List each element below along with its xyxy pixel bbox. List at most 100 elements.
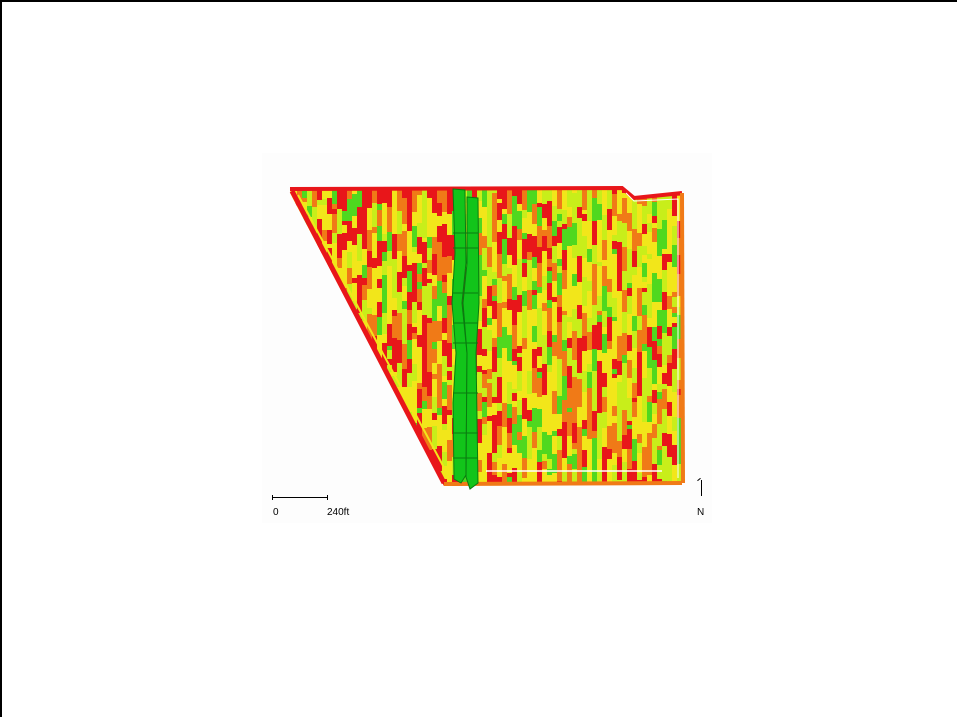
pass-segment [562, 340, 567, 351]
pass-segment [572, 469, 577, 482]
pass-segment [382, 291, 387, 313]
pass-segment [362, 214, 367, 236]
pass-segment [537, 486, 542, 493]
pass-segment [657, 326, 662, 339]
pass-segment [637, 352, 642, 371]
pass-segment [657, 279, 662, 302]
pass-segment [497, 337, 502, 358]
pass-segment [427, 467, 432, 476]
pass-segment [477, 372, 482, 393]
pass-segment [482, 314, 487, 327]
pass-segment [417, 454, 422, 459]
pass-segment [672, 204, 677, 216]
pass-segment [477, 201, 482, 209]
pass-segment [662, 220, 667, 232]
pass-segment [677, 255, 682, 274]
pass-segment [292, 381, 297, 394]
pass-segment [442, 424, 447, 430]
pass-segment [537, 263, 542, 287]
pass-segment [557, 221, 562, 227]
pass-segment [547, 201, 552, 226]
pass-segment [337, 349, 342, 360]
pass-segment [347, 421, 352, 428]
pass-segment [677, 339, 682, 358]
pass-segment [302, 323, 307, 332]
pass-segment [512, 226, 517, 247]
pass-segment [352, 440, 357, 465]
pass-segment [527, 354, 532, 371]
pass-segment [572, 343, 577, 360]
pass-segment [382, 313, 387, 334]
pass-segment [662, 380, 667, 384]
pass-segment [637, 288, 642, 310]
pass-segment [552, 263, 557, 281]
pass-segment [667, 363, 672, 386]
pass-segment [517, 204, 522, 211]
pass-segment [567, 317, 572, 322]
pass-segment [447, 322, 452, 343]
pass-segment [492, 475, 497, 482]
pass-segment [372, 297, 377, 315]
pass-segment [437, 306, 442, 321]
pass-segment [537, 308, 542, 327]
pass-segment [307, 295, 312, 310]
pass-segment [497, 458, 502, 477]
pass-segment [507, 382, 512, 404]
pass-segment [527, 329, 532, 339]
pass-segment [547, 406, 552, 421]
pass-segment [412, 283, 417, 302]
pass-segment [397, 411, 402, 426]
pass-segment [672, 465, 677, 483]
pass-segment [322, 380, 327, 403]
pass-segment [627, 204, 632, 213]
pass-segment [302, 282, 307, 286]
pass-segment [342, 250, 347, 259]
pass-segment [647, 302, 652, 318]
pass-segment [357, 454, 362, 465]
pass-segment [622, 462, 627, 478]
pass-segment [647, 195, 652, 214]
pass-segment [677, 445, 682, 464]
pass-segment [552, 221, 557, 236]
pass-segment [442, 212, 447, 224]
yield-map[interactable] [262, 153, 712, 523]
pass-segment [652, 471, 657, 486]
pass-segment [352, 355, 357, 378]
pass-segment [622, 198, 627, 223]
pass-segment [412, 302, 417, 323]
pass-segment [407, 447, 412, 467]
pass-segment [607, 349, 612, 361]
pass-segment [327, 322, 332, 329]
pass-segment [522, 210, 527, 218]
pass-segment [517, 440, 522, 453]
pass-segment [402, 369, 407, 387]
pass-segment [652, 403, 657, 414]
pass-segment [662, 310, 667, 317]
pass-segment [482, 349, 487, 356]
pass-segment [402, 256, 407, 262]
pass-segment [582, 420, 587, 429]
pass-segment [652, 341, 657, 360]
pass-segment [317, 442, 322, 453]
pass-segment [442, 406, 447, 424]
pass-segment [327, 351, 332, 373]
pass-segment [672, 431, 677, 445]
pass-segment [612, 374, 617, 378]
pass-segment [492, 189, 497, 193]
pass-segment [372, 324, 377, 336]
pass-segment [447, 256, 452, 273]
pass-segment [507, 293, 512, 299]
pass-segment [382, 441, 387, 446]
pass-segment [312, 320, 317, 328]
pass-segment [602, 260, 607, 266]
pass-segment [302, 381, 307, 395]
pass-segment [552, 484, 557, 486]
pass-segment [612, 423, 617, 432]
pass-segment [407, 310, 412, 324]
pass-segment [602, 454, 607, 477]
pass-segment [497, 278, 502, 303]
pass-segment [377, 455, 382, 478]
pass-segment [597, 262, 602, 266]
pass-segment [387, 207, 392, 232]
pass-segment [517, 470, 522, 485]
